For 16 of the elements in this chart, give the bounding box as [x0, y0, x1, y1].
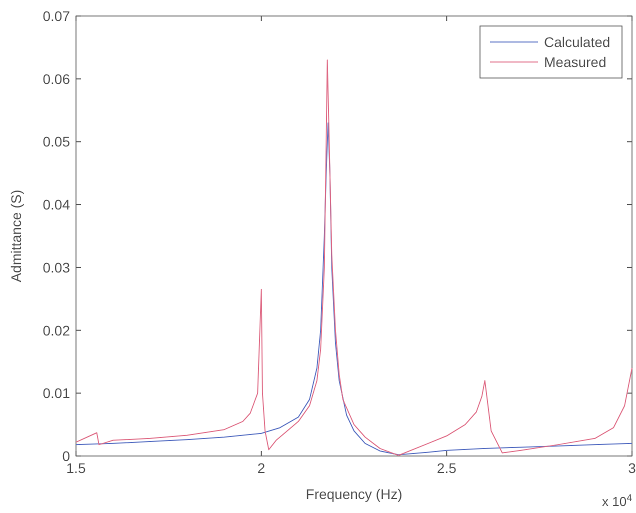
y-tick-label: 0.05 — [42, 134, 70, 150]
x-axis-title: Frequency (Hz) — [306, 486, 402, 502]
y-axis-title: Admittance (S) — [8, 190, 24, 282]
y-tick-label: 0.01 — [42, 385, 70, 402]
y-tick-label: 0.03 — [42, 259, 70, 276]
y-tick-label: 0.02 — [42, 322, 70, 338]
text: x 10$^{4}$ — [602, 492, 633, 509]
line-series — [76, 122, 632, 456]
y-tick-label: 0.04 — [42, 196, 70, 213]
y-tick-label: 0.07 — [42, 8, 70, 24]
legend-label: Measured — [544, 54, 606, 70]
legend-label: Calculated — [544, 34, 610, 50]
x-tick-label: 2 — [257, 460, 266, 476]
y-tick-label: 0.06 — [42, 70, 70, 87]
x-tick-label: 2.5 — [436, 460, 457, 476]
x-tick-label: 3 — [628, 460, 636, 476]
